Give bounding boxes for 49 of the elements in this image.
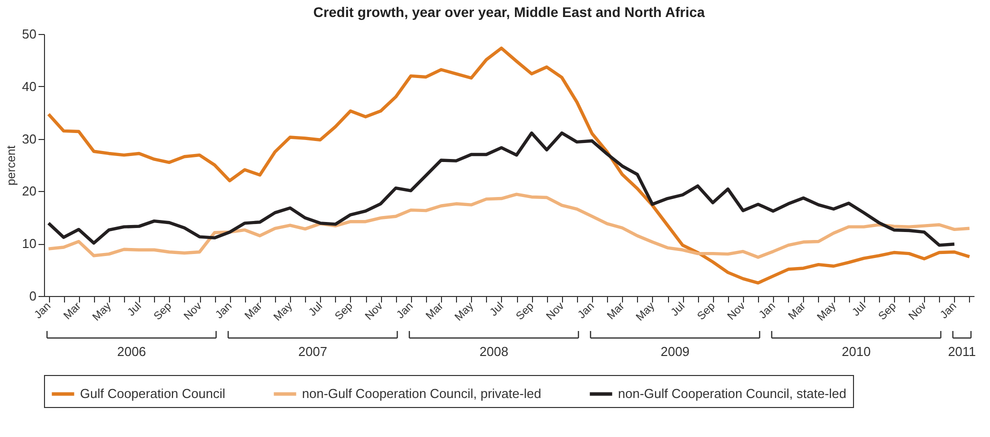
x-tick-label: Mar xyxy=(62,300,84,322)
legend-label: Gulf Cooperation Council xyxy=(80,386,226,401)
y-tick-label: 20 xyxy=(22,184,36,199)
x-tick-label: Jan xyxy=(213,300,234,322)
text: 2008 xyxy=(479,344,508,359)
y-tick-label: 30 xyxy=(22,131,36,146)
text: 2009 xyxy=(660,344,690,359)
x-tick-label: Sep xyxy=(695,300,718,323)
x-tick-label: May xyxy=(452,300,476,324)
x-tick-label: Jul xyxy=(306,300,326,319)
x-tick-label: May xyxy=(90,300,114,324)
x-tick-label: May xyxy=(634,300,658,324)
text: 2006 xyxy=(117,344,146,359)
x-tick-label: Sep xyxy=(876,300,899,323)
x-tick-label: Jan xyxy=(394,300,416,322)
x-tick-label: Jan xyxy=(938,300,960,322)
x-tick-label: Nov xyxy=(906,300,930,323)
line-series xyxy=(46,131,956,247)
legend-label: non-Gulf Cooperation Council, state-led xyxy=(618,386,846,401)
text: 2007 xyxy=(298,344,328,359)
x-tick-label: Mar xyxy=(424,300,446,322)
x-tick-label: Nov xyxy=(544,300,567,323)
x-tick-label: Nov xyxy=(182,300,205,323)
x-tick-label: Jan xyxy=(756,300,778,322)
x-tick-label: Sep xyxy=(332,300,356,323)
chart-title: Credit growth, year over year, Middle East and North Africa xyxy=(313,4,705,20)
x-tick-label: Jul xyxy=(850,300,869,319)
legend-label: non-Gulf Cooperation Council, private-led xyxy=(302,386,542,401)
text: 2010 xyxy=(842,344,871,359)
x-tick-label: Mar xyxy=(786,300,808,322)
x-tick-label: Jul xyxy=(488,300,506,319)
x-tick-label: May xyxy=(815,300,839,324)
text: 2011 xyxy=(948,344,976,359)
y-tick-label: 50 xyxy=(22,26,36,42)
y-tick-label: 10 xyxy=(22,236,36,252)
x-tick-label: Nov xyxy=(725,300,748,323)
x-tick-label: May xyxy=(272,300,296,324)
x-tick-label: Jul xyxy=(668,300,688,319)
line-series xyxy=(46,46,972,284)
x-tick-label: Mar xyxy=(605,300,628,322)
y-axis-title: percent xyxy=(4,144,18,186)
x-tick-label: Sep xyxy=(514,300,536,323)
line-series xyxy=(46,192,972,259)
x-tick-label: Sep xyxy=(152,300,174,323)
x-tick-label: Jan xyxy=(576,300,597,322)
x-tick-label: Nov xyxy=(363,300,386,323)
y-tick-label: 40 xyxy=(22,78,36,94)
x-tick-label: Jul xyxy=(125,300,144,319)
x-tick-label: Mar xyxy=(242,300,265,322)
